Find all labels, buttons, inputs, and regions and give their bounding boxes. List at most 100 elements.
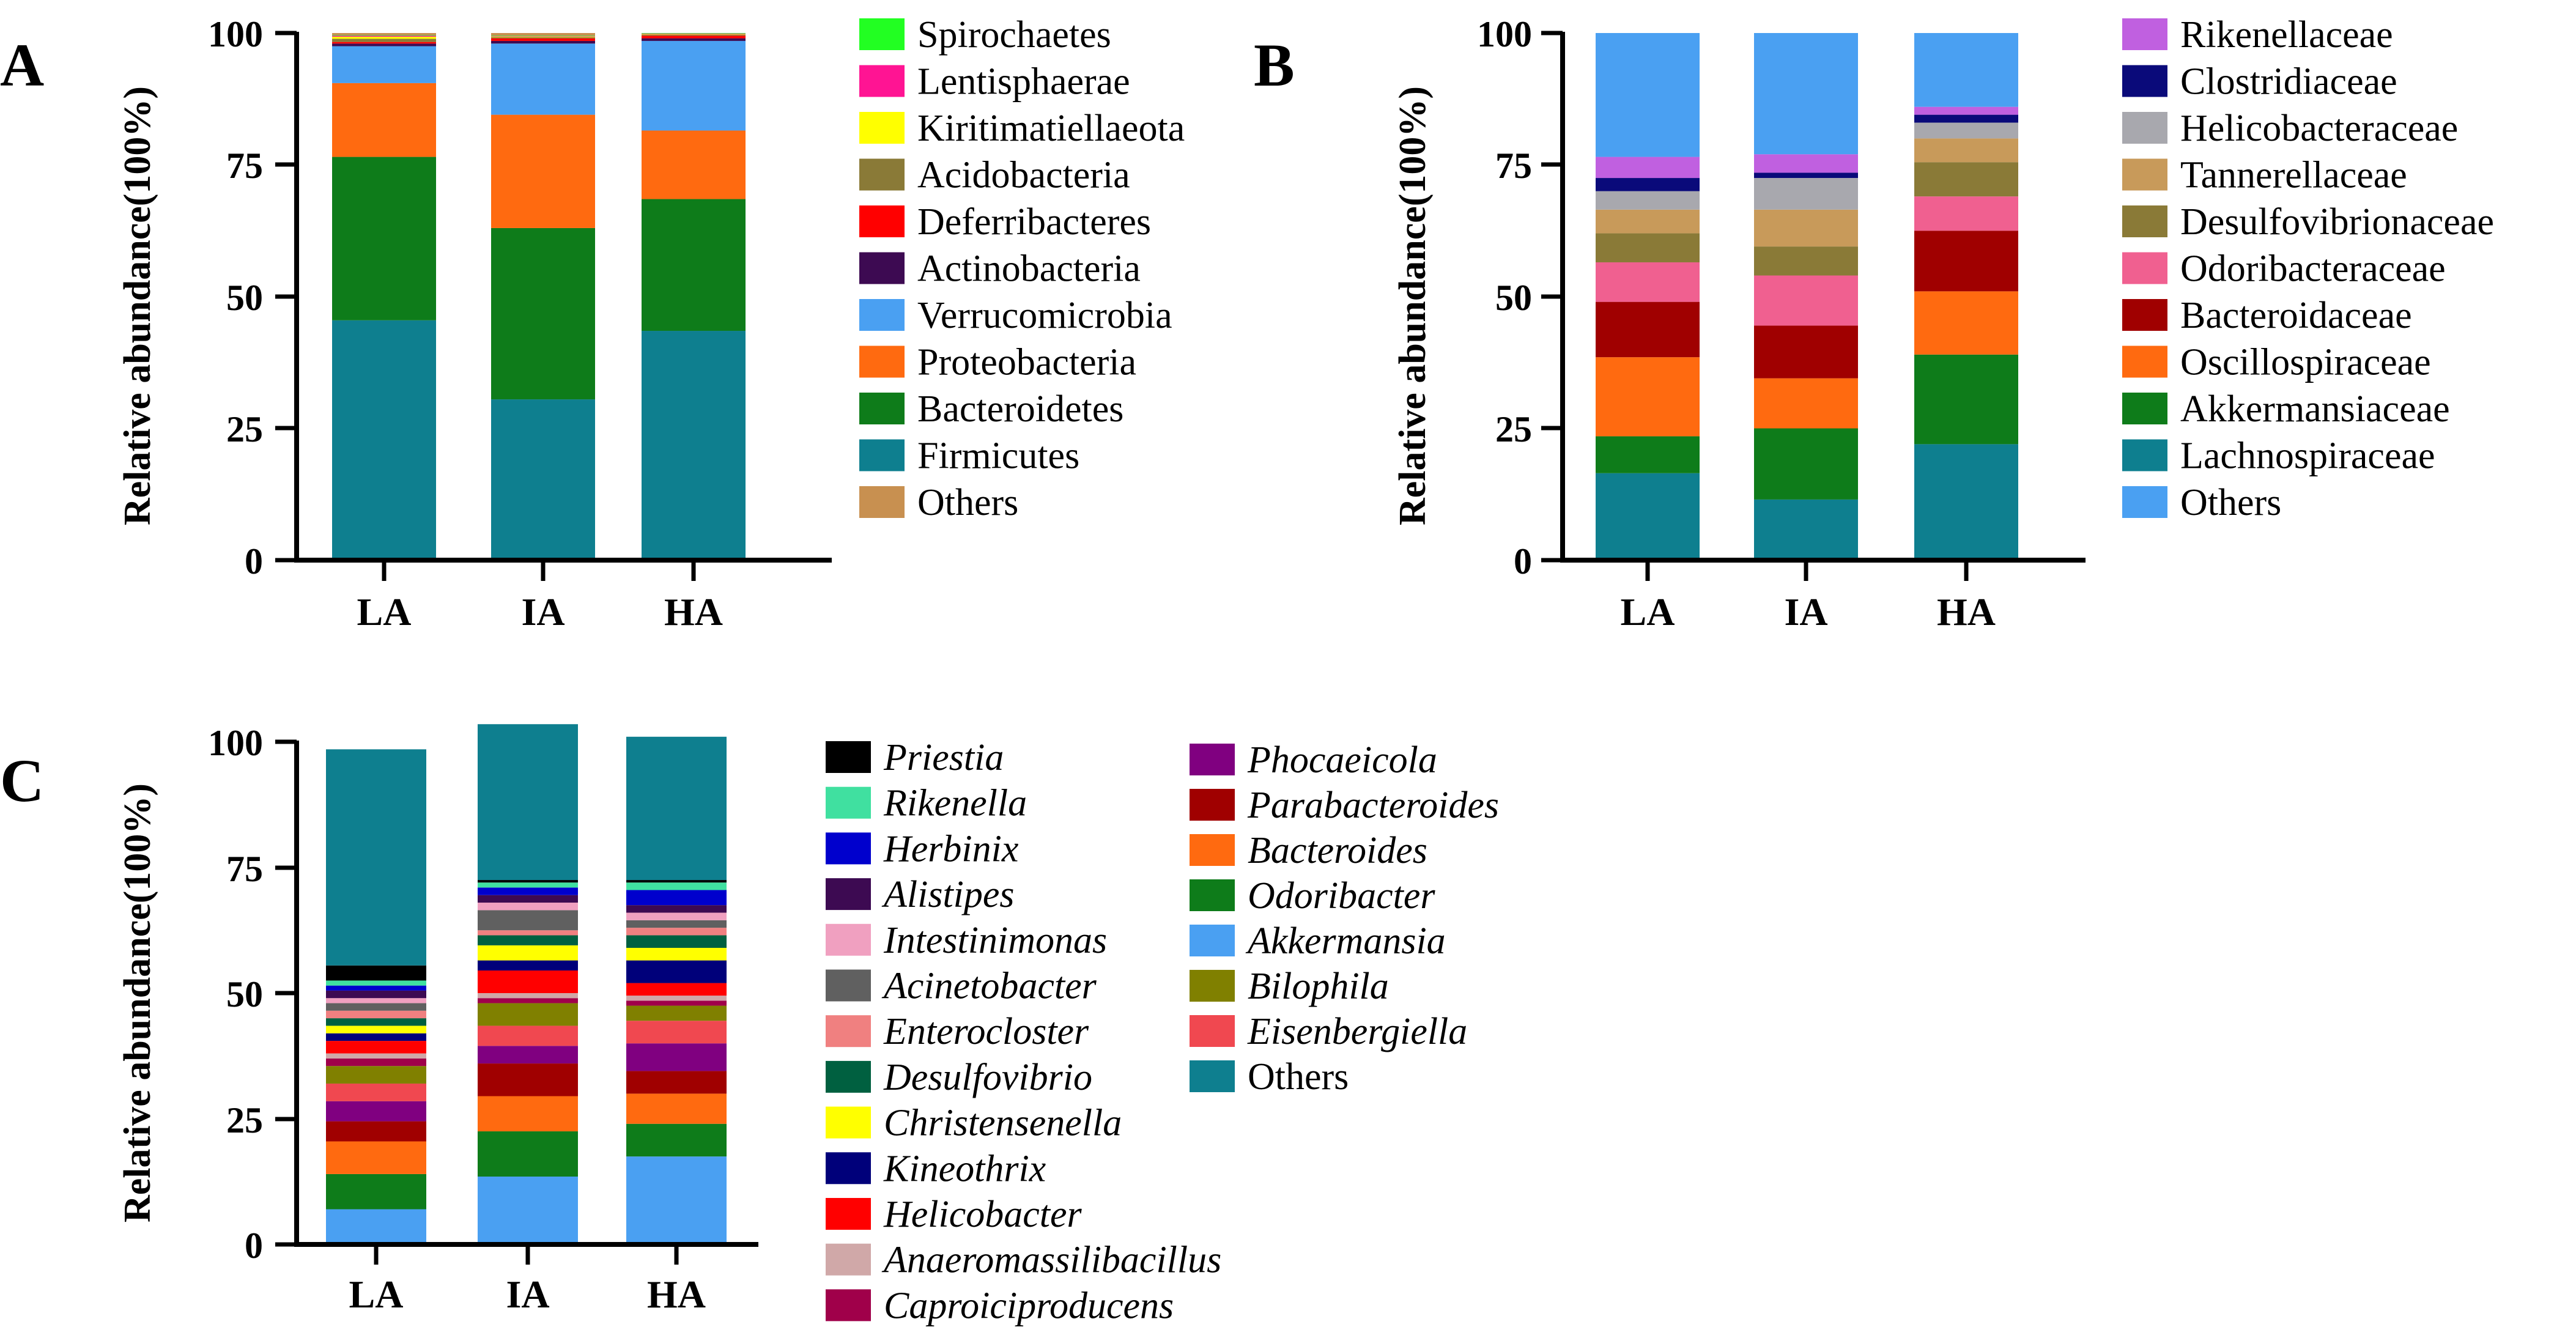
legend-item-odoribacteraceae: Odoribacteraceae	[2122, 248, 2446, 290]
legend-item-others: Others	[2122, 482, 2281, 523]
x-ticks-b: LA IA HA	[1621, 590, 1996, 634]
bar-segment-ia-caproiciproducens	[478, 998, 578, 1004]
legend-swatch	[826, 1015, 871, 1048]
bar-segment-la-tannerellaceae	[1596, 209, 1700, 234]
y-tick-label: 0	[245, 1225, 263, 1266]
bar-segment-ia-acidobacteria	[491, 37, 595, 39]
bar-segment-ha-desulfovibrionaceae	[1914, 162, 2018, 197]
legend-label: Deferribacteres	[917, 201, 1151, 243]
bar-segment-ia-akkermansiaceae	[1754, 428, 1858, 500]
legend-label: Acidobacteria	[917, 155, 1130, 196]
y-tick-label: 0	[245, 541, 263, 582]
legend-label: Kineothrix	[883, 1148, 1046, 1189]
bar-segment-la-others	[1596, 33, 1700, 157]
legend-label: Tannerellaceae	[2180, 155, 2407, 196]
legend-item-kiritimatiellaeota: Kiritimatiellaeota	[859, 108, 1185, 149]
legend-swatch	[859, 205, 905, 237]
legend-swatch	[859, 299, 905, 331]
legend-label: Helicobacteraceae	[2180, 108, 2458, 149]
legend-item-acinetobacter: Acinetobacter	[826, 966, 1097, 1007]
bar-segment-la-kineothrix	[326, 1033, 426, 1041]
bar-segment-ia-desulfovibrionaceae	[1754, 246, 1858, 276]
legend-item-deferribacteres: Deferribacteres	[859, 201, 1151, 243]
bar-segment-la-priestia	[326, 965, 426, 981]
legend-label: Desulfovibrionaceae	[2180, 201, 2494, 243]
bar-segment-ia-helicobacteraceae	[1754, 178, 1858, 210]
bar-segment-ha-parabacteroides	[626, 1071, 727, 1094]
bar-segment-ia-eisenbergiella	[478, 1026, 578, 1046]
legend-label: Alistipes	[881, 874, 1015, 915]
legend-label: Proteobacteria	[917, 342, 1136, 383]
bar-segment-ha-odoribacteraceae	[1914, 196, 2018, 231]
legend-item-caproiciproducens: Caproiciproducens	[826, 1285, 1174, 1326]
legend-item-parabacteroides: Parabacteroides	[1190, 785, 1499, 826]
bar-segment-la-kiritimatiellaeota	[332, 37, 436, 39]
legend-label: Verrucomicrobia	[917, 295, 1172, 336]
bar-segment-ia-kineothrix	[478, 960, 578, 971]
bar-segment-la-proteobacteria	[332, 83, 436, 157]
legend-item-odoribacter: Odoribacter	[1190, 875, 1435, 917]
y-ticks-a: 0 25 50 75 100	[208, 14, 263, 582]
bar-segment-ia-bacteroidaceae	[1754, 325, 1858, 379]
bar-segment-la-rikenella	[326, 980, 426, 986]
legend-label: Bacteroidaceae	[2180, 295, 2412, 336]
legend-label: Caproiciproducens	[884, 1285, 1174, 1326]
x-tick-label: LA	[349, 1273, 404, 1316]
bars-c	[326, 724, 727, 1244]
y-tick-label: 50	[1495, 278, 1532, 318]
bar-segment-ia-intestinimonas	[478, 903, 578, 911]
bar-segment-la-anaeromassilibacillus	[326, 1053, 426, 1059]
legend-item-others: Others	[1190, 1056, 1349, 1098]
bar-segment-ia-odoribacter	[478, 1131, 578, 1177]
bar-segment-ha-actinobacteria	[642, 38, 746, 41]
bar-segment-ia-tannerellaceae	[1754, 209, 1858, 247]
legend-label: Odoribacter	[1248, 875, 1435, 917]
bars-a	[332, 33, 746, 560]
legend-label: Lachnospiraceae	[2180, 435, 2435, 477]
bar-segment-la-odoribacter	[326, 1174, 426, 1210]
bar-segment-ha-others	[1914, 33, 2018, 107]
bar-segment-la-parabacteroides	[326, 1121, 426, 1142]
bar-segment-ia-spirochaetes	[491, 35, 595, 37]
bar-segment-ha-bacteroidetes	[642, 199, 746, 331]
bar-segment-la-akkermansia	[326, 1209, 426, 1244]
bar-segment-la-acidobacteria	[332, 39, 436, 42]
legend-item-christensenella: Christensenella	[826, 1103, 1122, 1144]
axes-b	[1541, 31, 2086, 581]
legend-label: Bacteroides	[1248, 830, 1427, 871]
bar-segment-ia-parabacteroides	[478, 1063, 578, 1096]
bar-segment-ia-firmicutes	[491, 399, 595, 560]
bar-segment-la-phocaeicola	[326, 1101, 426, 1122]
legend-label: Bilophila	[1248, 966, 1389, 1007]
bar-segment-la-akkermansiaceae	[1596, 436, 1700, 473]
legend-swatch	[1190, 879, 1235, 911]
y-tick-label: 100	[208, 14, 263, 54]
legend-item-lentisphaerae: Lentisphaerae	[859, 61, 1130, 103]
bar-segment-la-acinetobacter	[326, 1003, 426, 1011]
bar-segment-ha-rikenella	[626, 882, 727, 890]
legend-swatch	[826, 1152, 871, 1185]
legend-item-enterocloster: Enterocloster	[826, 1011, 1089, 1052]
y-tick-label: 25	[226, 1100, 263, 1140]
legend-swatch	[859, 112, 905, 144]
bar-segment-ha-acinetobacter	[626, 920, 727, 928]
bar-segment-ia-clostridiaceae	[1754, 172, 1858, 179]
bar-segment-ia-helicobacter	[478, 970, 578, 993]
bar-segment-la-enterocloster	[326, 1010, 426, 1019]
y-tick-label: 75	[226, 849, 263, 889]
legend-item-others: Others	[859, 482, 1018, 523]
x-tick-label: IA	[1784, 590, 1827, 634]
x-tick-label: HA	[1937, 590, 1996, 634]
bar-segment-la-desulfovibrio	[326, 1018, 426, 1026]
bar-segment-ha-christensenella	[626, 948, 727, 961]
legend-swatch	[859, 252, 905, 284]
legend-swatch	[1190, 834, 1235, 866]
legend-a: Spirochaetes Lentisphaerae Kiritimatiellae…	[859, 14, 1185, 523]
bar-segment-la-rikenellaceae	[1596, 157, 1700, 179]
legend-swatch	[826, 1289, 871, 1321]
legend-swatch	[2122, 299, 2167, 331]
legend-item-bacteroides: Bacteroides	[1190, 830, 1427, 871]
bar-segment-ha-bilophila	[626, 1005, 727, 1021]
bar-segment-la-oscillospiraceae	[1596, 357, 1700, 437]
bar-segment-ha-priestia	[626, 880, 727, 883]
